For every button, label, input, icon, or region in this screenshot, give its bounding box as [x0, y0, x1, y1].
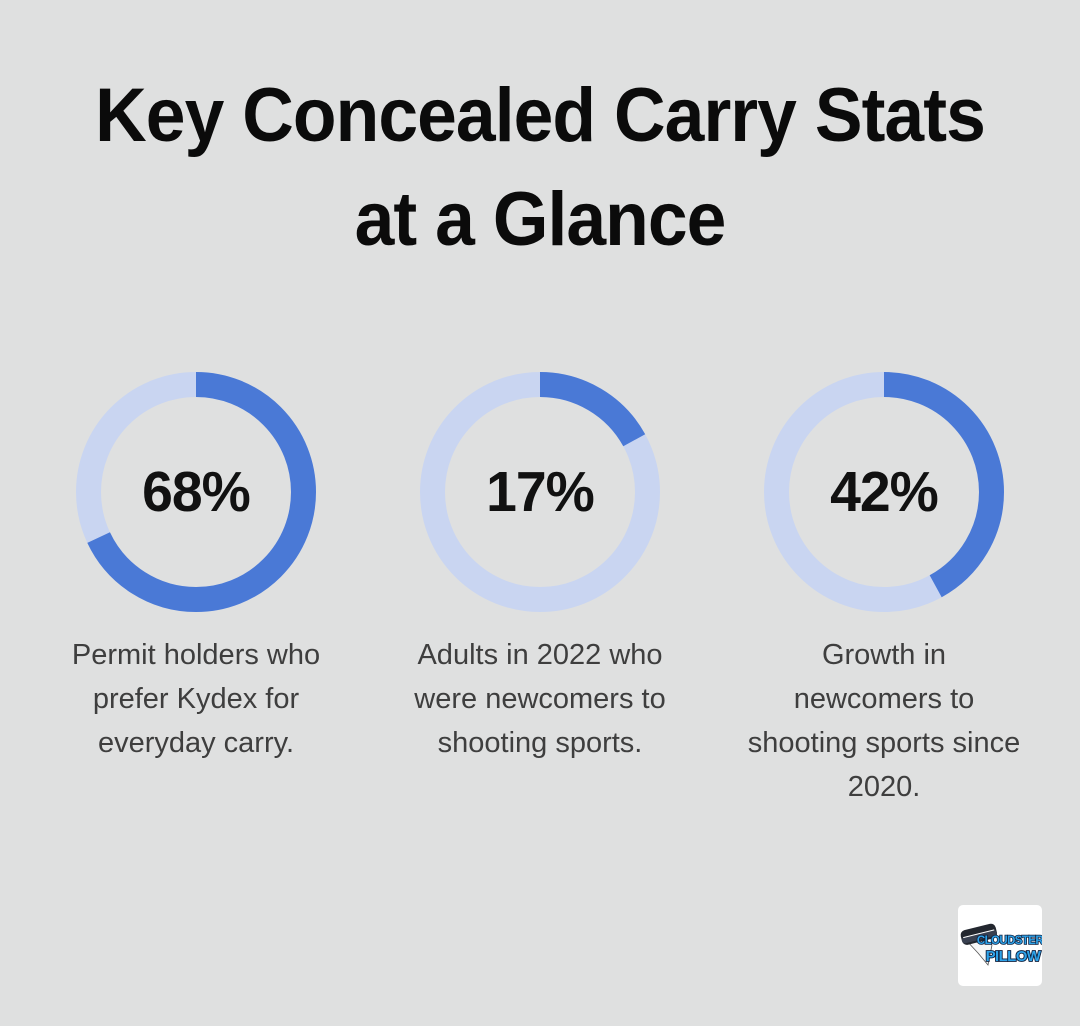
brand-logo-image: CLOUDSTER PILLOW [960, 923, 1042, 966]
page-title: Key Concealed Carry Stats at a Glance [95, 73, 986, 262]
donut: 17% [420, 372, 660, 612]
donut: 42% [764, 372, 1004, 612]
stat-caption: Permit holders who prefer Kydex for ever… [71, 639, 321, 759]
stat-card: 42% Growth in newcomers to shooting spor… [712, 372, 1056, 809]
brand-logo: CLOUDSTER PILLOW [958, 905, 1042, 986]
stat-caption: Growth in newcomers to shooting sports s… [747, 639, 1021, 803]
donut: 68% [76, 372, 316, 612]
logo-text-line1: CLOUDSTER [977, 935, 1042, 947]
donut-value-arc [420, 372, 660, 612]
donut-value-label: 68% [142, 460, 251, 524]
donut-value-label: 17% [486, 460, 595, 524]
donut-chart [76, 372, 316, 612]
stat-card: 17% Adults in 2022 who were newcomers to… [368, 372, 712, 809]
donut-chart [764, 372, 1004, 612]
donut-value-arc [76, 372, 316, 612]
donut-value-label: 42% [830, 460, 939, 524]
logo-text-line2: PILLOW [986, 948, 1042, 965]
pillow-icon [960, 923, 998, 966]
donut-value-arc [764, 372, 1004, 612]
donut-chart [420, 372, 660, 612]
stat-caption: Adults in 2022 who were newcomers to sho… [414, 639, 666, 759]
stats-row: 68% Permit holders who prefer Kydex for … [0, 372, 1080, 809]
stat-card: 68% Permit holders who prefer Kydex for … [24, 372, 368, 809]
pillow-mattress [960, 923, 998, 945]
